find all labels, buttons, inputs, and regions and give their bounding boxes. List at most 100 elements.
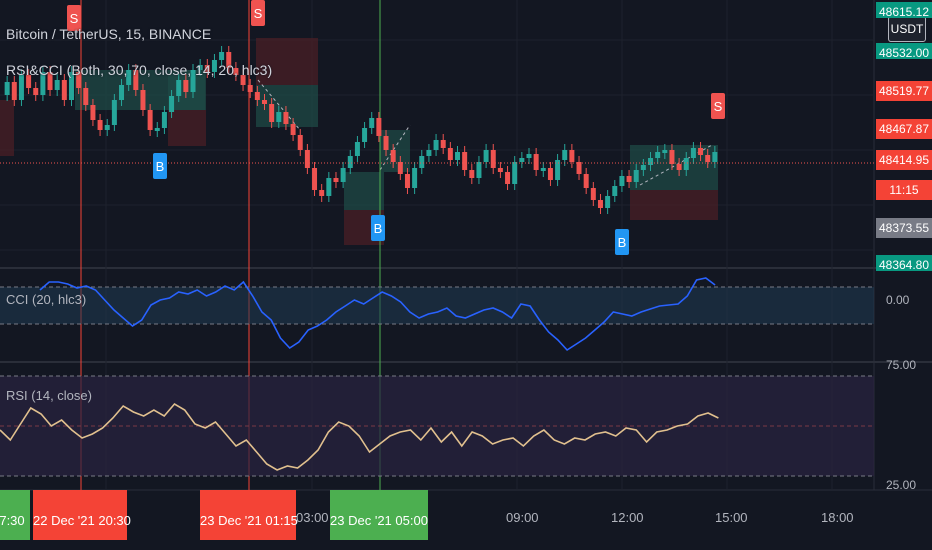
candle <box>104 125 110 130</box>
candle <box>18 75 24 100</box>
candle <box>362 128 368 142</box>
rsi-axis-bottom: 25.00 <box>886 478 917 492</box>
candle <box>447 148 453 160</box>
buy-signal-marker[interactable]: B <box>615 229 629 255</box>
sell-signal-marker[interactable]: S <box>711 93 725 119</box>
time-tick: 15:00 <box>715 510 748 525</box>
candle <box>297 135 303 150</box>
candle <box>547 168 553 180</box>
candle <box>376 118 382 136</box>
position-box <box>630 190 718 220</box>
position-box <box>168 110 206 146</box>
buy-signal-marker[interactable]: B <box>371 215 385 241</box>
candle <box>26 75 32 88</box>
candle <box>183 80 189 92</box>
candle <box>326 178 332 196</box>
candle <box>483 150 489 162</box>
time-tick: 18:00 <box>821 510 854 525</box>
candle <box>61 80 67 100</box>
candle <box>154 128 160 131</box>
candle <box>390 150 396 162</box>
candle <box>197 65 203 70</box>
rsi-line <box>0 402 719 471</box>
candle <box>497 168 503 172</box>
candle <box>712 152 718 162</box>
candle <box>47 72 53 90</box>
candle <box>290 124 296 135</box>
signal-marker-label: B <box>374 221 383 236</box>
candle <box>261 100 267 104</box>
candle <box>312 168 318 190</box>
candle <box>247 85 253 92</box>
candle <box>304 150 310 168</box>
time-tick: 03:00 <box>296 510 329 525</box>
candle <box>490 150 496 168</box>
price-label: 48373.55 <box>876 218 932 238</box>
candle <box>648 158 654 165</box>
candle <box>440 140 446 148</box>
candle <box>340 168 346 182</box>
currency-button[interactable]: USDT <box>888 16 926 42</box>
position-box <box>256 38 318 85</box>
candle <box>612 186 618 196</box>
rsi-legend[interactable]: RSI (14, close) <box>6 388 92 403</box>
time-highlight-label: 23 Dec '21 01:15 <box>200 490 298 540</box>
candle <box>190 70 196 92</box>
signal-marker-label: S <box>714 99 723 114</box>
candle <box>11 82 17 100</box>
candle <box>283 112 289 124</box>
candle <box>119 85 125 100</box>
candle <box>526 154 532 158</box>
price-label: 48364.80 <box>876 255 932 272</box>
candle <box>211 60 217 72</box>
candle <box>683 158 689 170</box>
candle <box>469 170 475 178</box>
candle <box>140 90 146 110</box>
chart-title: Bitcoin / TetherUS, 15, BINANCE <box>6 26 212 42</box>
candle <box>655 152 661 158</box>
candle <box>333 178 339 182</box>
time-highlight-label: 23 Dec '21 05:00 <box>330 490 428 540</box>
candle <box>76 72 82 88</box>
price-label: 11:15 <box>876 180 932 200</box>
rsi-axis-top: 75.00 <box>886 358 917 372</box>
candle <box>412 168 418 188</box>
indicator-legend[interactable]: RSI&CCI (Both, 30, 70, close, 14, 20, hl… <box>6 62 273 78</box>
candle <box>383 136 389 150</box>
candle <box>690 148 696 158</box>
signal-marker-bg <box>371 215 385 241</box>
sell-signal-marker[interactable]: S <box>67 5 81 31</box>
buy-signal-marker[interactable]: B <box>153 153 167 179</box>
candle <box>505 172 511 184</box>
signal-marker-bg <box>615 229 629 255</box>
time-tick: 12:00 <box>611 510 644 525</box>
candle <box>83 88 89 105</box>
candle <box>269 104 275 122</box>
candle <box>161 112 167 128</box>
position-box <box>0 100 14 156</box>
candle <box>254 92 260 100</box>
candle <box>233 68 239 75</box>
candle <box>369 118 375 128</box>
candle <box>354 142 360 156</box>
sell-signal-marker[interactable]: S <box>251 0 265 26</box>
candle <box>540 168 546 171</box>
candle <box>633 170 639 182</box>
candle <box>583 174 589 188</box>
candle <box>533 154 539 170</box>
candle <box>626 176 632 182</box>
candle <box>676 164 682 170</box>
candle <box>126 70 132 85</box>
candle <box>40 72 46 95</box>
price-label: 48467.87 <box>876 119 932 139</box>
candle <box>133 70 139 90</box>
candle <box>419 156 425 168</box>
candle <box>240 75 246 85</box>
candle <box>562 150 568 160</box>
candle <box>319 190 325 196</box>
candle <box>111 100 117 125</box>
signal-marker-label: S <box>254 6 263 21</box>
cci-legend[interactable]: CCI (20, hlc3) <box>6 292 87 307</box>
